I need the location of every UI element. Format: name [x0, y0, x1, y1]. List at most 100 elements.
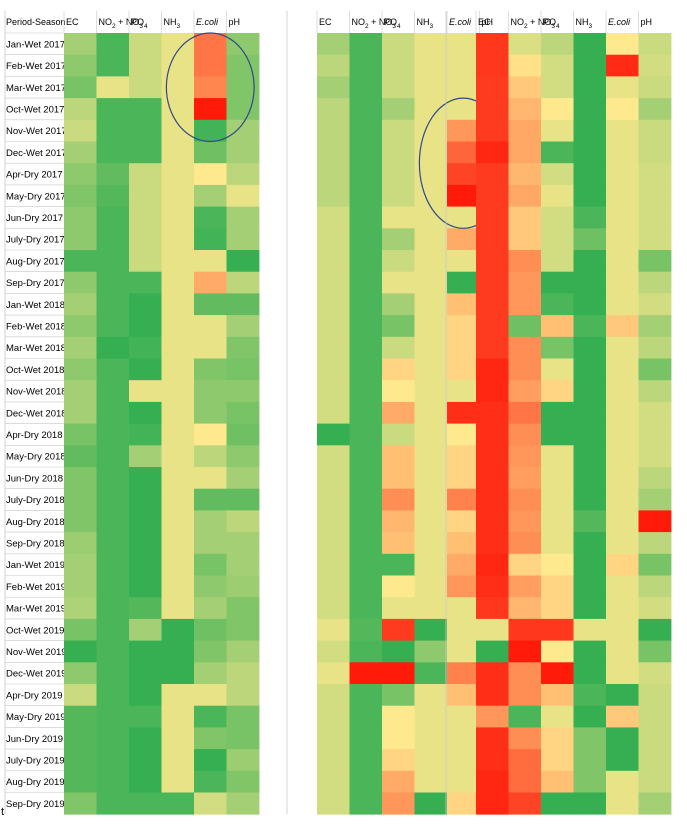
heatmap-cell-p0-r4-c5 — [226, 119, 260, 142]
heatmap-cell-p2-r11-c2 — [541, 271, 574, 294]
heatmap-cell-p2-r10-c1 — [508, 250, 542, 273]
row-label-28: Nov-Wet 2019 — [6, 647, 67, 658]
heatmap-cell-p2-r32-c1 — [508, 727, 542, 750]
column-header-2-panel-2: PO4 — [543, 17, 560, 30]
row-label-23: Sep-Dry 2018 — [6, 538, 65, 549]
heatmap-cell-p1-r31-c4 — [447, 705, 480, 728]
heatmap-cell-p0-r18-c2 — [129, 423, 162, 446]
heatmap-cell-p0-r14-c5 — [226, 336, 260, 359]
heatmap-cell-p0-r4-c4 — [194, 119, 227, 142]
heatmap-cell-p0-r13-c5 — [226, 315, 260, 338]
heatmap-cell-p1-r4-c2 — [382, 119, 415, 142]
heatmap-cell-p2-r8-c0 — [476, 206, 509, 229]
heatmap-cell-p2-r24-c1 — [508, 553, 542, 576]
heatmap-cell-p2-r18-c2 — [541, 423, 574, 446]
heatmap-cell-p1-r24-c4 — [447, 553, 480, 576]
heatmap-cell-p2-r33-c4 — [606, 749, 639, 772]
heatmap-cell-p1-r32-c3 — [414, 727, 448, 750]
heatmap-cell-p1-r35-c1 — [349, 792, 383, 815]
heatmap-cell-p2-r30-c5 — [638, 684, 672, 707]
heatmap-cell-p1-r8-c1 — [349, 206, 383, 229]
row-label-5: Dec-Wet 2017 — [6, 148, 67, 159]
row-label-27: Oct-Wet 2019 — [6, 625, 64, 636]
row-label-20: Jun-Dry 2018 — [6, 473, 63, 484]
heatmap-cell-p0-r21-c0 — [64, 488, 97, 511]
heatmap-cell-p1-r26-c4 — [447, 597, 480, 620]
heatmap-cell-p1-r6-c2 — [382, 163, 415, 186]
heatmap-cell-p1-r27-c4 — [447, 618, 480, 641]
heatmap-cell-p0-r12-c5 — [226, 293, 260, 316]
row-label-8: Jun-Dry 2017 — [6, 213, 63, 224]
heatmap-cell-p1-r1-c0 — [317, 54, 350, 77]
heatmap-cell-p2-r14-c4 — [606, 336, 639, 359]
heatmap-cell-p1-r28-c3 — [414, 640, 448, 663]
heatmap-cell-p2-r27-c2 — [541, 618, 574, 641]
row-label-0: Jan-Wet 2017 — [6, 39, 65, 50]
heatmap-cell-p1-r16-c0 — [317, 380, 350, 403]
heatmap-cell-p0-r30-c3 — [161, 684, 195, 707]
heatmap-cell-p1-r18-c4 — [447, 423, 480, 446]
heatmap-cell-p0-r13-c4 — [194, 315, 227, 338]
heatmap-cell-p0-r26-c4 — [194, 597, 227, 620]
heatmap-cell-p1-r9-c2 — [382, 228, 415, 251]
row-label-32: Jun-Dry 2019 — [6, 734, 63, 745]
heatmap-cell-p2-r1-c0 — [476, 54, 509, 77]
heatmap-cell-p0-r34-c4 — [194, 770, 227, 793]
heatmap-cell-p2-r2-c0 — [476, 76, 509, 99]
heatmap-cell-p1-r13-c0 — [317, 315, 350, 338]
heatmap-cell-p1-r33-c0 — [317, 749, 350, 772]
heatmap-cell-p0-r34-c2 — [129, 770, 162, 793]
heatmap-cell-p2-r5-c5 — [638, 141, 672, 164]
heatmap-cell-p0-r14-c4 — [194, 336, 227, 359]
heatmap-cell-p1-r30-c1 — [349, 684, 383, 707]
heatmap-cell-p0-r6-c3 — [161, 163, 195, 186]
heatmap-cell-p2-r0-c3 — [573, 33, 607, 56]
heatmap-cell-p2-r16-c3 — [573, 380, 607, 403]
row-label-11: Sep-Dry 2017 — [6, 278, 65, 289]
heatmap-cell-p0-r33-c4 — [194, 749, 227, 772]
row-label-24: Jan-Wet 2019 — [6, 560, 65, 571]
heatmap-cell-p0-r2-c1 — [96, 76, 130, 99]
heatmap-cell-p2-r15-c5 — [638, 358, 672, 381]
column-header-4-panel-2: E.coli — [608, 17, 631, 27]
heatmap-cell-p2-r35-c1 — [508, 792, 542, 815]
heatmap-cell-p1-r32-c2 — [382, 727, 415, 750]
heatmap-cell-p0-r33-c5 — [226, 749, 260, 772]
heatmap-cell-p2-r25-c2 — [541, 575, 574, 598]
heatmap-cell-p1-r25-c4 — [447, 575, 480, 598]
heatmap-cell-p0-r7-c3 — [161, 184, 195, 207]
heatmap-cell-p0-r19-c4 — [194, 445, 227, 468]
heatmap-cell-p0-r10-c1 — [96, 250, 130, 273]
heatmap-cell-p2-r7-c3 — [573, 184, 607, 207]
heatmap-cell-p0-r16-c0 — [64, 380, 97, 403]
heatmap-cell-p1-r31-c2 — [382, 705, 415, 728]
heatmap-cell-p2-r5-c2 — [541, 141, 574, 164]
heatmap-cell-p0-r1-c2 — [129, 54, 162, 77]
heatmap-cell-p2-r14-c3 — [573, 336, 607, 359]
heatmap-cell-p0-r26-c1 — [96, 597, 130, 620]
heatmap-cell-p0-r8-c1 — [96, 206, 130, 229]
heatmap-cell-p2-r29-c3 — [573, 662, 607, 685]
heatmap-cell-p0-r10-c4 — [194, 250, 227, 273]
heatmap-cell-p0-r12-c2 — [129, 293, 162, 316]
heatmap-cell-p0-r4-c1 — [96, 119, 130, 142]
heatmap-cell-p1-r12-c4 — [447, 293, 480, 316]
heatmap-cell-p1-r30-c0 — [317, 684, 350, 707]
heatmap-cell-p2-r23-c4 — [606, 532, 639, 555]
heatmap-cell-p2-r6-c5 — [638, 163, 672, 186]
heatmap-cell-p2-r20-c5 — [638, 467, 672, 490]
heatmap-cell-p2-r0-c4 — [606, 33, 639, 56]
heatmap-cell-p2-r4-c0 — [476, 119, 509, 142]
heatmap-cell-p1-r23-c3 — [414, 532, 448, 555]
heatmap-cell-p1-r26-c2 — [382, 597, 415, 620]
heatmap-cell-p2-r9-c3 — [573, 228, 607, 251]
heatmap-cell-p2-r23-c1 — [508, 532, 542, 555]
heatmap-cell-p2-r4-c2 — [541, 119, 574, 142]
heatmap-cell-p0-r23-c4 — [194, 532, 227, 555]
column-header-5-panel-0: pH — [229, 17, 241, 27]
heatmap-cell-p1-r12-c1 — [349, 293, 383, 316]
heatmap-cell-p2-r13-c1 — [508, 315, 542, 338]
heatmap-cell-p2-r16-c5 — [638, 380, 672, 403]
heatmap-cell-p2-r1-c4 — [606, 54, 639, 77]
heatmap-cell-p0-r0-c5 — [226, 33, 260, 56]
